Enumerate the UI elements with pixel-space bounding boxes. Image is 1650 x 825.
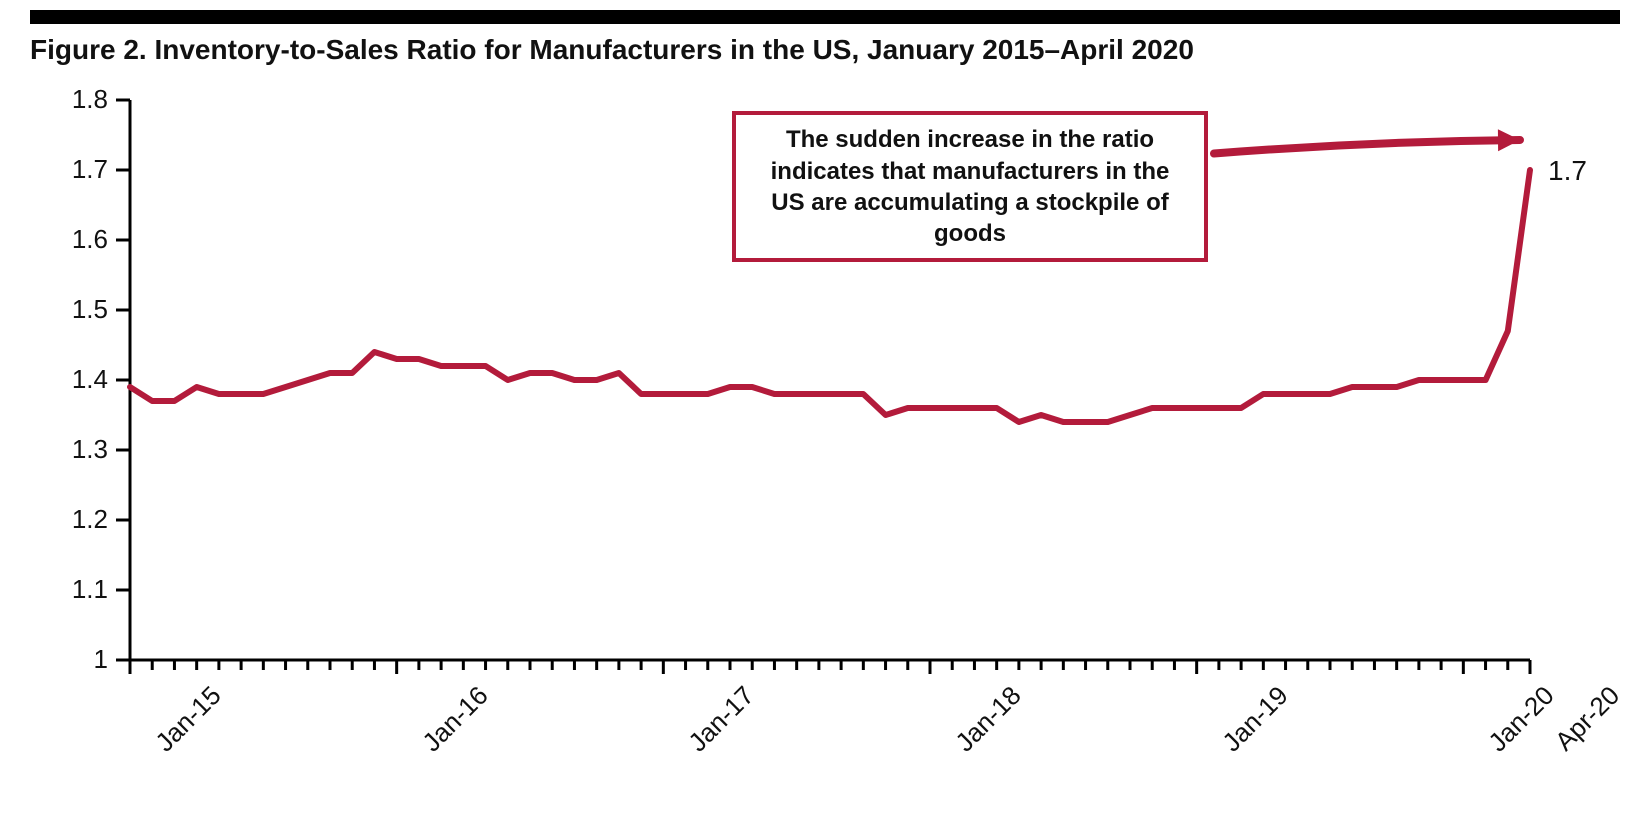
callout-arrow — [1214, 140, 1520, 154]
top-rule — [30, 10, 1620, 24]
chart-area: 11.11.21.31.41.51.61.71.8Jan-15Jan-16Jan… — [50, 90, 1610, 780]
y-tick-label: 1.4 — [50, 364, 108, 395]
y-tick-label: 1 — [50, 644, 108, 675]
figure-title: Figure 2. Inventory-to-Sales Ratio for M… — [30, 34, 1194, 66]
y-tick-label: 1.8 — [50, 84, 108, 115]
y-tick-label: 1.2 — [50, 504, 108, 535]
y-tick-label: 1.3 — [50, 434, 108, 465]
figure-wrap: Figure 2. Inventory-to-Sales Ratio for M… — [0, 0, 1650, 825]
y-tick-label: 1.7 — [50, 154, 108, 185]
end-point-label: 1.7 — [1548, 155, 1587, 187]
callout-box: The sudden increase in the ratio indicat… — [732, 111, 1208, 262]
y-tick-label: 1.1 — [50, 574, 108, 605]
y-tick-label: 1.6 — [50, 224, 108, 255]
callout-arrowhead — [1498, 129, 1520, 151]
y-tick-label: 1.5 — [50, 294, 108, 325]
